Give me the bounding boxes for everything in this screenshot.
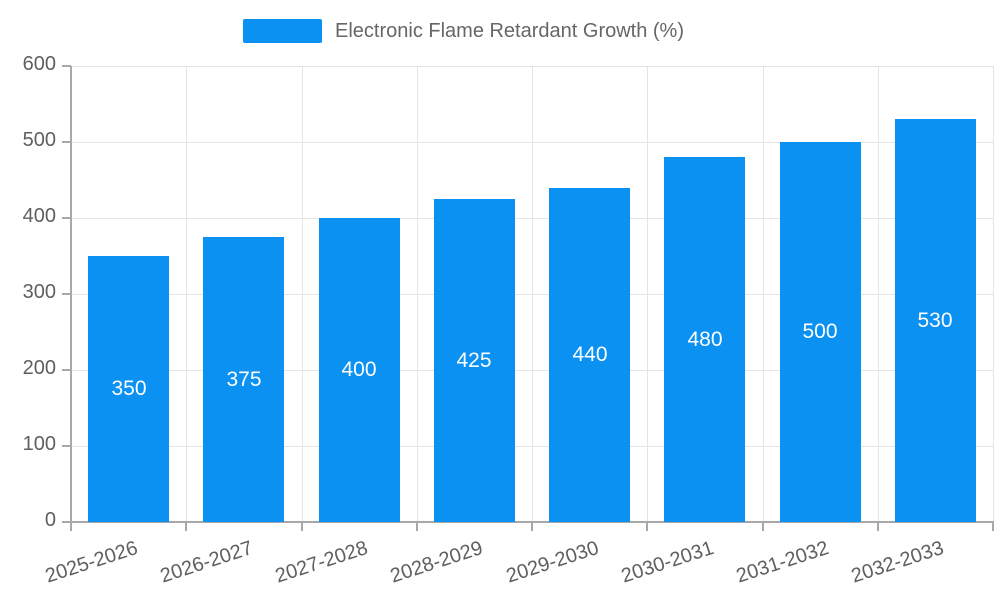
bar[interactable] xyxy=(895,119,976,522)
x-gridline xyxy=(532,66,533,522)
y-axis-tick xyxy=(62,293,71,295)
legend-label: Electronic Flame Retardant Growth (%) xyxy=(335,20,685,42)
bar-value-label: 500 xyxy=(802,320,838,343)
x-axis-line xyxy=(70,521,994,523)
legend-item[interactable]: Electronic Flame Retardant Growth (%) xyxy=(243,19,684,43)
x-axis-tick-label: 2032-2033 xyxy=(849,537,947,588)
y-axis-tick-label: 400 xyxy=(22,205,56,227)
bar[interactable] xyxy=(203,237,284,522)
x-axis-tick-label: 2030-2031 xyxy=(619,537,717,588)
x-gridline xyxy=(417,66,418,522)
x-gridline xyxy=(647,66,648,522)
y-axis-tick xyxy=(62,65,71,67)
bar[interactable] xyxy=(780,142,861,522)
x-gridline xyxy=(993,66,994,522)
x-axis-tick xyxy=(992,522,994,531)
x-axis-tick-label: 2026-2027 xyxy=(158,537,256,588)
bar[interactable] xyxy=(434,199,515,522)
bar-value-label: 400 xyxy=(341,358,377,381)
y-axis-tick-label: 300 xyxy=(22,281,56,303)
y-axis-tick-label: 600 xyxy=(22,53,56,75)
bar-value-label: 530 xyxy=(917,309,953,332)
y-axis-tick-label: 100 xyxy=(22,433,56,455)
y-axis-tick xyxy=(62,445,71,447)
y-axis-line xyxy=(70,66,72,531)
bar[interactable] xyxy=(549,188,630,522)
x-axis-tick-label: 2028-2029 xyxy=(388,537,486,588)
x-axis-tick xyxy=(301,522,303,531)
bar[interactable] xyxy=(88,256,169,522)
y-axis-tick-label: 0 xyxy=(44,509,56,531)
x-gridline xyxy=(302,66,303,522)
x-axis-tick xyxy=(646,522,648,531)
x-gridline xyxy=(763,66,764,522)
bar-value-label: 480 xyxy=(687,328,723,351)
x-axis-tick xyxy=(185,522,187,531)
x-axis-tick-label: 2027-2028 xyxy=(273,537,371,588)
x-axis-tick xyxy=(416,522,418,531)
bar[interactable] xyxy=(319,218,400,522)
bar-value-label: 375 xyxy=(226,368,262,391)
x-axis-tick xyxy=(877,522,879,531)
y-axis-tick xyxy=(62,217,71,219)
legend-swatch-icon[interactable] xyxy=(243,19,322,43)
x-gridline xyxy=(186,66,187,522)
y-axis-tick xyxy=(62,521,71,523)
bar-value-label: 425 xyxy=(456,349,492,372)
x-axis-tick xyxy=(762,522,764,531)
y-axis-tick xyxy=(62,141,71,143)
bar-value-label: 440 xyxy=(572,343,608,366)
x-axis-tick-label: 2025-2026 xyxy=(43,537,141,588)
x-gridline xyxy=(878,66,879,522)
bar-value-label: 350 xyxy=(111,377,147,400)
x-axis-tick-label: 2029-2030 xyxy=(504,537,602,588)
x-axis-tick-label: 2031-2032 xyxy=(734,537,832,588)
y-axis-tick-label: 500 xyxy=(22,129,56,151)
x-axis-tick xyxy=(531,522,533,531)
bar[interactable] xyxy=(664,157,745,522)
y-axis-tick xyxy=(62,369,71,371)
y-axis-tick-label: 200 xyxy=(22,357,56,379)
